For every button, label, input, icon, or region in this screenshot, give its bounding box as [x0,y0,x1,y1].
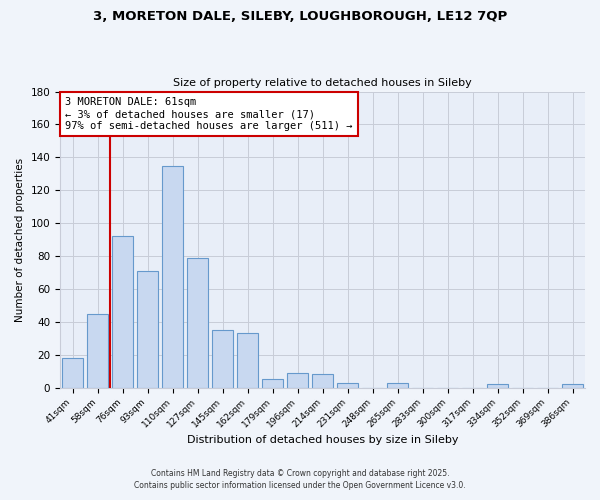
Bar [62,358,83,388]
Bar [487,384,508,388]
Bar [187,258,208,388]
Bar [387,382,408,388]
Bar [287,373,308,388]
Y-axis label: Number of detached properties: Number of detached properties [15,158,25,322]
Bar [562,384,583,388]
Bar [237,334,258,388]
Bar [112,236,133,388]
Bar [212,330,233,388]
Bar [137,271,158,388]
Bar [337,382,358,388]
Text: 3 MORETON DALE: 61sqm
← 3% of detached houses are smaller (17)
97% of semi-detac: 3 MORETON DALE: 61sqm ← 3% of detached h… [65,98,353,130]
Text: 3, MORETON DALE, SILEBY, LOUGHBOROUGH, LE12 7QP: 3, MORETON DALE, SILEBY, LOUGHBOROUGH, L… [93,10,507,23]
Text: Contains HM Land Registry data © Crown copyright and database right 2025.
Contai: Contains HM Land Registry data © Crown c… [134,469,466,490]
Bar [262,380,283,388]
Title: Size of property relative to detached houses in Sileby: Size of property relative to detached ho… [173,78,472,88]
Bar [312,374,333,388]
X-axis label: Distribution of detached houses by size in Sileby: Distribution of detached houses by size … [187,435,458,445]
Bar [87,314,108,388]
Bar [162,166,183,388]
